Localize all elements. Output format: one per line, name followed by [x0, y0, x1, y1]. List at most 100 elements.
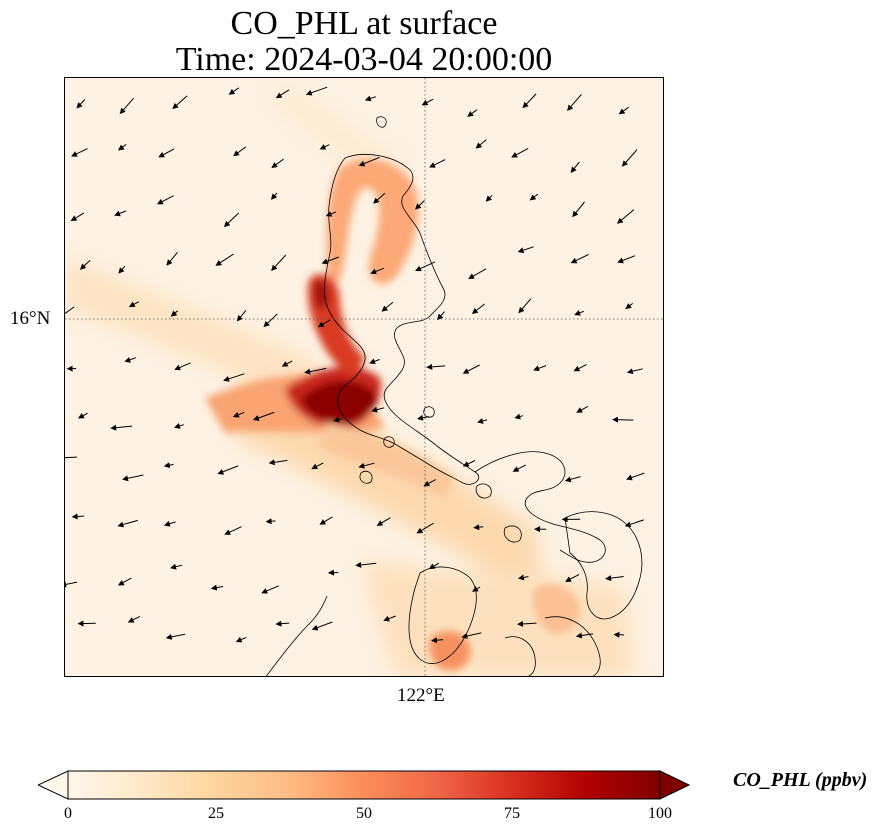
plume-south-luzon	[320, 423, 455, 498]
wind-arrow	[156, 195, 174, 205]
wind-arrow	[118, 265, 126, 274]
wind-arrow	[473, 524, 484, 531]
wind-arrow	[271, 158, 284, 169]
wind-arrow	[124, 356, 137, 363]
wind-arrow	[263, 313, 278, 328]
wind-arrow	[304, 367, 327, 375]
wind-arrow	[281, 360, 293, 367]
wind-arrow	[333, 416, 343, 423]
wind-arrow	[117, 519, 138, 528]
colorbar	[38, 770, 690, 800]
wind-arrow	[224, 526, 242, 535]
wind-arrow	[572, 201, 585, 218]
wind-arrow	[522, 93, 537, 109]
wind-arrow	[174, 423, 184, 429]
wind-arrow	[117, 577, 132, 586]
wind-arrow	[517, 246, 534, 254]
wind-arrow	[233, 146, 247, 157]
wind-arrow	[71, 513, 85, 520]
wind-arrow	[617, 255, 636, 264]
wind-arrow	[77, 412, 88, 419]
wind-arrow	[114, 210, 127, 217]
wind-arrow	[223, 212, 240, 228]
wind-arrow	[232, 411, 245, 418]
wind-arrow	[605, 575, 624, 582]
wind-arrow	[170, 563, 183, 570]
plume-east-mindoro	[533, 584, 580, 635]
wind-arrow	[261, 585, 279, 594]
wind-arrow	[485, 194, 493, 202]
wind-arrow	[576, 405, 589, 413]
wind-arrow	[128, 301, 140, 308]
colorbar-tick-label: 25	[208, 805, 224, 822]
wind-arrow	[423, 479, 436, 487]
wind-arrow	[383, 615, 396, 622]
wind-arrow	[223, 373, 245, 382]
colorbar-tick-label: 75	[504, 805, 520, 822]
wind-arrow	[416, 522, 434, 534]
wind-arrow	[618, 106, 629, 115]
wind-arrow	[567, 94, 582, 111]
wind-arrow	[467, 109, 478, 117]
co-concentration-field	[65, 78, 635, 676]
wind-arrow	[172, 95, 188, 110]
colorbar-tick-label: 0	[64, 805, 72, 822]
samar-panay-coastline	[564, 511, 643, 620]
mindoro-coastline	[408, 566, 477, 664]
wind-arrow	[565, 573, 580, 582]
wind-arrow	[358, 462, 375, 469]
wind-arrow	[79, 259, 91, 270]
colorbar-tick-label: 50	[356, 805, 372, 822]
wind-vectors	[65, 86, 645, 644]
map-title: CO_PHL at surface	[230, 5, 498, 42]
wind-arrow	[210, 584, 224, 591]
wind-arrow	[122, 474, 144, 482]
plume-diffuse-northwest	[65, 258, 325, 408]
wind-arrow	[624, 519, 644, 528]
wind-arrow	[319, 144, 330, 150]
colorbar-gradient	[67, 770, 661, 800]
wind-arrow	[626, 472, 645, 481]
wind-arrow	[110, 424, 133, 431]
plume-diffuse-southeast	[365, 558, 635, 676]
wind-arrow	[119, 97, 134, 115]
wind-arrow	[462, 460, 476, 467]
wind-arrow	[529, 193, 539, 201]
wind-arrow	[163, 462, 174, 469]
wind-arrow	[512, 464, 526, 472]
map-canvas	[65, 78, 663, 676]
wind-arrow	[117, 143, 127, 151]
wind-arrow	[462, 364, 480, 374]
plume-north-luzon-ring	[326, 158, 419, 289]
wind-arrow	[305, 86, 328, 96]
wind-arrow	[228, 87, 240, 95]
wind-arrow	[70, 212, 85, 222]
wind-arrow	[270, 192, 278, 200]
wind-arrow	[431, 637, 443, 644]
latitude-tick-label: 16°N	[10, 308, 51, 329]
wind-arrow	[373, 192, 386, 204]
wind-arrow	[570, 161, 580, 173]
wind-arrow	[428, 562, 439, 570]
wind-arrow	[417, 414, 429, 421]
wind-arrow	[415, 261, 436, 272]
wind-arrow	[311, 621, 333, 631]
wind-arrow	[415, 200, 425, 210]
wind-arrow	[311, 462, 324, 470]
map-time-subtitle: Time: 2024-03-04 20:00:00	[175, 41, 553, 78]
wind-arrow	[626, 368, 643, 375]
wind-arrow	[252, 411, 275, 421]
wind-arrow	[421, 98, 434, 106]
wind-arrow	[170, 310, 179, 317]
wind-arrow	[370, 267, 385, 275]
plume-core-north	[313, 280, 330, 309]
wind-arrow	[369, 358, 380, 365]
wind-arrow	[321, 256, 340, 265]
wind-arrow	[437, 311, 445, 321]
wind-arrow	[426, 363, 446, 370]
wind-arrow	[574, 310, 585, 316]
wind-arrow	[319, 516, 333, 525]
wind-arrow	[275, 620, 290, 627]
coastlines	[266, 116, 643, 676]
wind-arrow	[174, 362, 191, 371]
